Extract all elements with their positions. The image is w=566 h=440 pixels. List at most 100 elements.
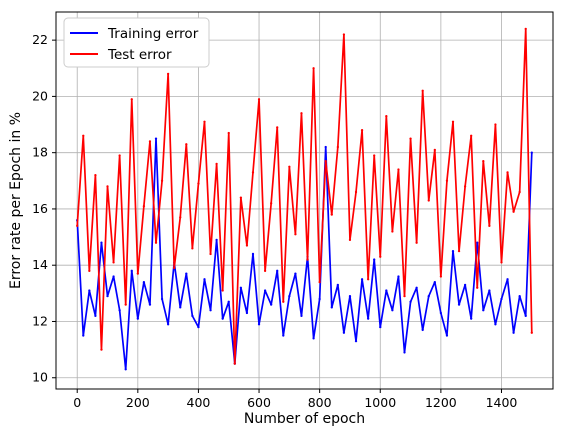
series-point-test-error-44	[342, 33, 346, 36]
series-point-training-error-22	[209, 309, 212, 312]
series-point-test-error-33	[276, 126, 279, 129]
series-point-training-error-4	[100, 241, 103, 244]
series-point-test-error-68	[488, 224, 491, 227]
series-point-training-error-14	[160, 297, 164, 301]
series-point-test-error-59	[433, 148, 436, 152]
series-point-test-error-7	[118, 154, 121, 157]
series-point-training-error-55	[409, 300, 412, 303]
series-point-training-error-8	[124, 368, 127, 371]
series-point-test-error-54	[403, 295, 406, 298]
series-point-test-error-8	[124, 303, 127, 306]
series-point-test-error-20	[197, 182, 200, 185]
series-point-training-error-64	[463, 283, 467, 287]
series-point-training-error-70	[500, 297, 503, 301]
series-point-test-error-72	[512, 210, 515, 213]
series-point-training-error-40	[318, 297, 321, 301]
series-point-training-error-67	[482, 309, 485, 312]
series-point-training-error-61	[445, 334, 449, 337]
y-tick-label-0: 10	[32, 370, 48, 385]
series-point-training-error-36	[294, 272, 297, 275]
series-point-test-error-65	[470, 134, 473, 137]
x-tick-label-7: 1400	[486, 395, 518, 410]
series-point-test-error-4	[100, 348, 103, 351]
series-point-test-error-75	[530, 331, 533, 334]
series-line-training-error	[76, 137, 533, 371]
series-point-training-error-32	[270, 303, 273, 306]
series-point-training-error-33	[276, 269, 279, 272]
series-point-test-error-40	[318, 280, 321, 284]
series-point-test-error-56	[415, 241, 418, 244]
series-point-training-error-1	[82, 334, 85, 337]
x-tick-label-6: 1200	[425, 395, 457, 410]
series-point-test-error-43	[336, 145, 339, 149]
series-point-training-error-30	[257, 323, 261, 326]
series-point-training-error-68	[488, 289, 491, 292]
series-point-training-error-10	[136, 317, 139, 320]
series-point-training-error-48	[366, 317, 370, 320]
series-point-test-error-24	[221, 289, 224, 292]
series-point-test-error-73	[518, 190, 521, 194]
series-point-training-error-11	[142, 280, 146, 284]
series-point-test-error-13	[154, 241, 158, 244]
series-point-training-error-71	[506, 278, 509, 281]
series-point-test-error-66	[476, 286, 479, 289]
series-point-test-error-61	[445, 179, 449, 182]
series-point-training-error-54	[403, 351, 406, 354]
series-point-test-error-21	[203, 120, 206, 123]
series-point-training-error-47	[360, 278, 364, 281]
series-point-test-error-15	[166, 72, 170, 76]
series-point-training-error-75	[530, 151, 533, 154]
series-point-test-error-55	[409, 137, 412, 140]
y-axis-label: Error rate per Epoch in %	[8, 112, 24, 289]
series-point-training-error-5	[106, 295, 109, 298]
y-tick-label-6: 22	[32, 32, 48, 47]
series-point-test-error-1	[82, 134, 85, 137]
series-point-training-error-53	[397, 275, 400, 278]
series-point-training-error-52	[391, 309, 394, 312]
series-point-training-error-9	[130, 269, 133, 272]
series-point-training-error-19	[191, 314, 194, 318]
series-point-test-error-52	[391, 230, 394, 233]
series-point-test-error-50	[379, 255, 382, 258]
series-point-training-error-42	[330, 306, 333, 309]
series-point-training-error-28	[245, 311, 249, 315]
series-point-training-error-7	[118, 309, 121, 312]
series-point-test-error-3	[94, 174, 97, 177]
series-point-training-error-31	[263, 289, 267, 292]
series-point-test-error-35	[288, 165, 291, 168]
series-point-training-error-62	[451, 249, 455, 253]
series-point-test-error-18	[185, 143, 188, 146]
series-point-training-error-37	[300, 314, 303, 318]
series-point-training-error-49	[373, 258, 376, 261]
series-point-test-error-58	[427, 199, 430, 202]
y-tick-label-1: 12	[32, 313, 48, 328]
series-point-training-error-65	[470, 317, 473, 320]
series-point-test-error-30	[257, 98, 261, 101]
x-tick-label-2: 400	[187, 395, 211, 410]
series-point-training-error-63	[457, 303, 461, 306]
legend-box	[63, 17, 210, 68]
series-point-test-error-32	[270, 202, 273, 205]
series-point-training-error-59	[433, 280, 436, 284]
series-point-training-error-57	[421, 328, 424, 332]
series-point-test-error-26	[233, 362, 236, 365]
series-point-test-error-16	[173, 266, 176, 270]
series-point-test-error-47	[360, 129, 364, 132]
series-test-error	[76, 27, 533, 365]
series-point-test-error-49	[373, 154, 376, 157]
series-point-test-error-14	[160, 179, 164, 182]
series-point-training-error-50	[379, 325, 382, 329]
series-point-training-error-12	[148, 303, 152, 306]
series-point-test-error-53	[397, 168, 400, 171]
series-point-training-error-39	[312, 337, 315, 340]
x-tick-label-4: 800	[308, 395, 332, 410]
series-point-training-error-29	[251, 252, 255, 256]
series-point-training-error-41	[324, 145, 327, 149]
series-point-training-error-21	[203, 278, 206, 281]
series-point-training-error-20	[197, 325, 200, 329]
y-tick-label-4: 18	[32, 145, 48, 160]
plot-frame	[55, 11, 554, 390]
series-point-test-error-74	[524, 27, 527, 31]
